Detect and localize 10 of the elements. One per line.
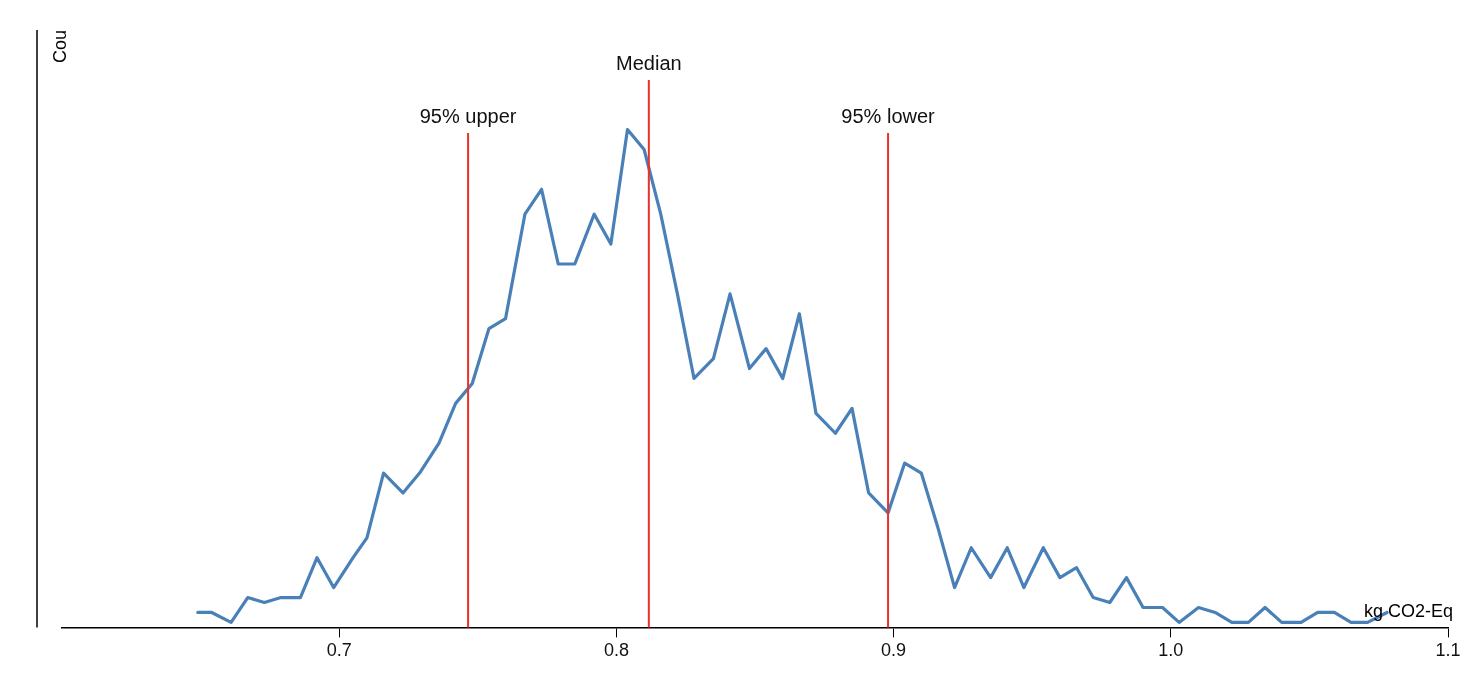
ref-line-label: 95% lower bbox=[841, 104, 936, 127]
y-axis-title: Cou bbox=[49, 30, 70, 64]
ref-line-label: 95% upper bbox=[419, 104, 517, 127]
x-tick-label: 1.0 bbox=[1158, 640, 1184, 661]
x-tick-label: 0.8 bbox=[603, 640, 629, 661]
x-tick-label: 0.7 bbox=[326, 640, 352, 661]
ref-line-label: Median bbox=[616, 51, 682, 74]
x-axis-title: kg CO2-Eq bbox=[1363, 601, 1453, 622]
x-tick-label: 0.9 bbox=[881, 640, 907, 661]
x-tick-label: 1.1 bbox=[1435, 640, 1461, 661]
